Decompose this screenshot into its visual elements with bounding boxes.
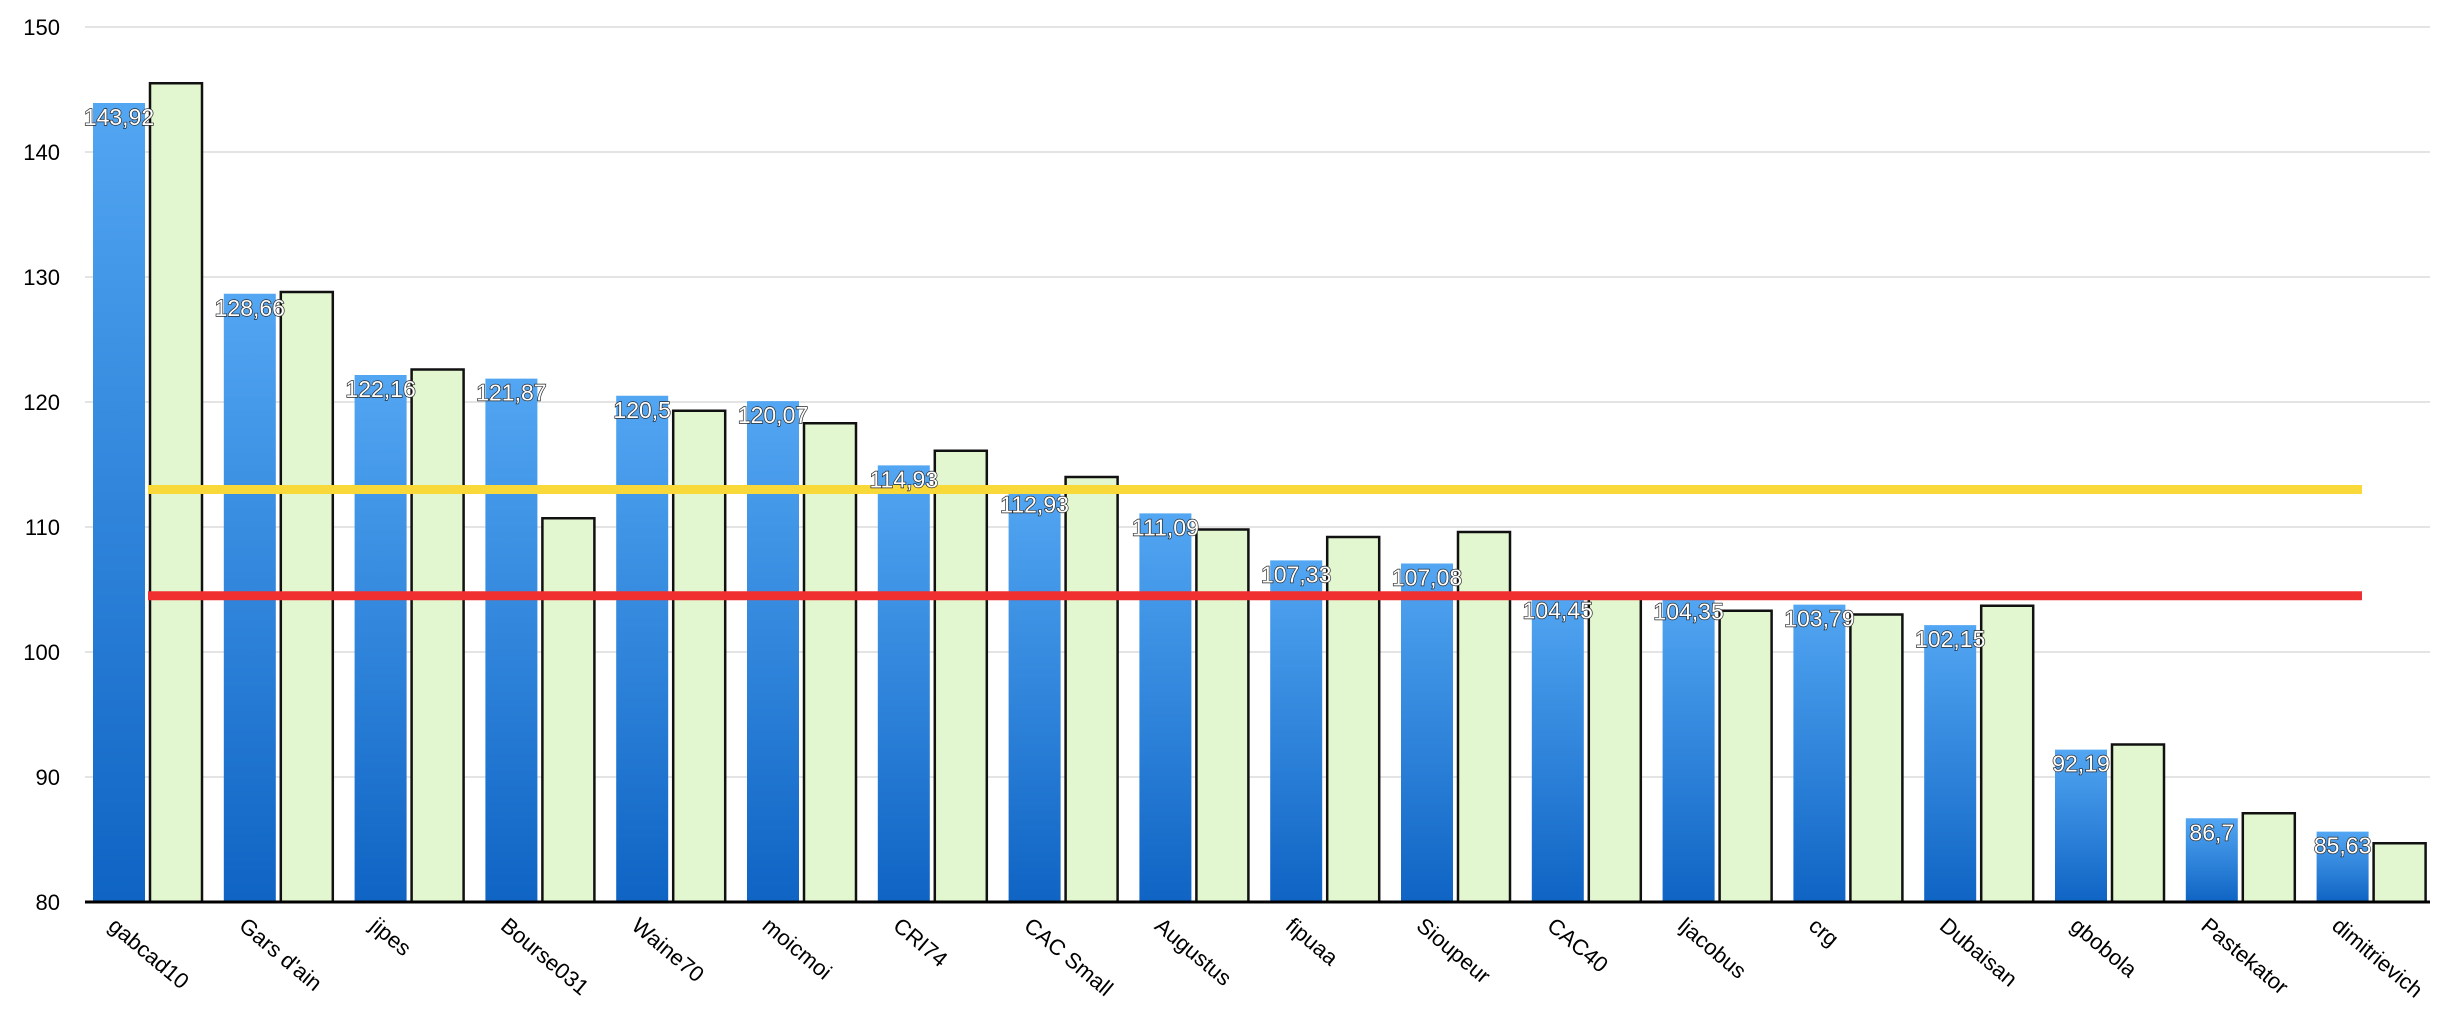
bar-series-1 [2316,831,2369,902]
y-tick-label: 90 [36,765,60,790]
data-label: 143,92 [84,104,154,130]
bar-series-2 [1456,530,1512,904]
x-tick-label: CRI74 [889,913,953,972]
bar-series-1 [2055,749,2107,902]
data-label: 121,87 [476,380,546,406]
bar-series-1 [747,401,799,902]
bar-series-1 [485,378,538,902]
data-label: 111,09 [1132,514,1199,540]
bar-series-2 [1849,613,1904,904]
data-label: 103,79 [1784,606,1854,632]
x-tick-label: Dubaisan [1935,913,2022,992]
data-label: 85,63 [2314,833,2372,859]
bar-series-2 [2110,743,2166,904]
bar-series-2 [933,449,989,904]
gridlines [85,26,2430,778]
x-axis-labels: gabcad10 Gars d'ain jipes Bourse031 Waine70 m… [104,912,2428,1003]
reference-lines [148,485,2362,601]
bar-series-1 [1008,490,1061,902]
bar-series-1 [1270,560,1323,902]
x-tick-label: dimitrievich [2327,913,2427,1003]
y-tick-label: 80 [36,890,60,915]
bar-series-1 [1662,597,1715,902]
data-label: 120,07 [738,402,808,428]
x-tick-label: Bourse031 [496,913,594,1001]
data-labels: 143,92 128,66 122,16 121,87 120,5 120,07 114,9… [83,103,2372,859]
bar-series-1 [1924,625,1977,902]
bar-series-1 [1401,563,1453,902]
bar-series-1 [616,395,669,902]
y-tick-label: 120 [23,390,60,415]
bar-series-2 [671,409,727,904]
data-label: 102,15 [1915,626,1985,652]
x-tick-label: gbobola [2066,913,2143,983]
bar-series-1 [877,465,930,902]
bar-series-2 [1195,528,1250,904]
bar-series-2 [410,368,465,904]
data-label: 112,93 [1000,491,1069,517]
y-tick-label: 100 [23,640,60,665]
x-tick-label: fipuaa [1281,913,1344,971]
bar-series-2 [802,422,858,904]
data-label: 92,19 [2052,751,2110,777]
data-label: 120,5 [613,397,671,423]
x-tick-label: gabcad10 [104,913,194,994]
data-label: 128,66 [215,295,285,321]
bar-series-1 [1531,596,1584,902]
bar-series-2 [2241,812,2297,904]
bar-series-2 [1718,609,1773,904]
bar-series-2 [541,517,596,904]
data-label: 104,35 [1653,599,1723,625]
data-label: 86,7 [2189,819,2234,845]
bar-series-1 [2185,818,2238,902]
bar-series-2 [1064,475,1119,904]
y-tick-label: 150 [23,15,60,40]
y-tick-label: 130 [23,265,60,290]
data-label: 122,16 [345,376,415,402]
bar-series-1 [1139,513,1192,902]
y-tick-label: 140 [23,140,60,165]
bar-series-2 [2372,842,2427,904]
x-tick-label: Gars d'ain [235,913,327,996]
x-tick-label: jipes [365,912,416,961]
y-axis-ticks: 80 90 100 110 120 130 140 150 [23,15,60,915]
bar-series-2 [1979,604,2035,904]
data-label: 107,33 [1261,561,1331,587]
x-tick-label: CAC Small [1019,913,1117,1001]
x-tick-label: ljacobus [1673,913,1751,984]
data-label: 107,08 [1392,565,1462,591]
bar-series-2 [1587,595,1643,904]
x-tick-label: moicmoi [758,913,837,985]
data-label: 104,45 [1523,597,1593,623]
x-tick-label: Augustus [1150,913,1236,991]
x-tick-label: Pastekator [2197,913,2294,1000]
bar-series-1 [93,103,145,902]
x-tick-label: crg [1804,913,1843,952]
bar-series-1 [354,375,407,902]
bar-series-1 [1793,604,1846,902]
data-label: 114,93 [869,466,938,492]
x-tick-label: Sioupeur [1412,913,1496,989]
y-tick-label: 110 [25,515,60,540]
x-tick-label: CAC40 [1543,913,1613,978]
x-tick-label: Waine70 [627,913,709,987]
